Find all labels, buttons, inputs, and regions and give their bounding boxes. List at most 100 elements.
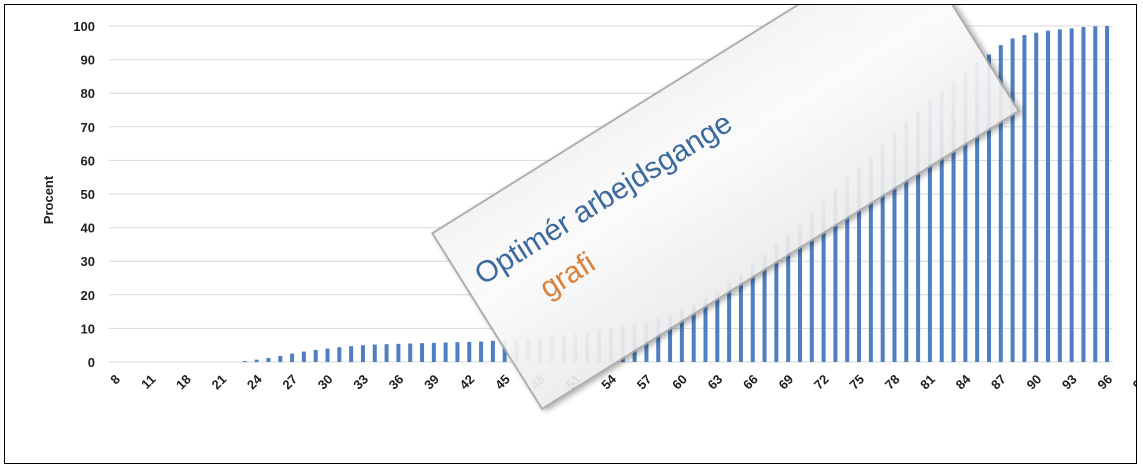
bar <box>809 212 814 362</box>
bar <box>868 156 873 362</box>
x-tick-label: 36 <box>386 372 407 393</box>
x-tick-label: 30 <box>315 372 336 393</box>
x-tick-label: 96 <box>1094 372 1115 393</box>
y-tick-label: 60 <box>81 153 95 168</box>
bar <box>1081 27 1086 363</box>
bar <box>254 359 259 362</box>
y-tick-label: 0 <box>88 355 95 370</box>
x-tick-label: 21 <box>208 372 229 393</box>
bar <box>1046 30 1051 362</box>
bar <box>939 90 944 363</box>
x-tick-label: 45 <box>492 372 513 393</box>
bar <box>857 167 862 362</box>
bar <box>479 341 484 362</box>
bar <box>963 71 968 363</box>
bar <box>443 342 448 362</box>
x-tick-label: 54 <box>598 371 619 392</box>
y-tick-label: 10 <box>81 321 95 336</box>
bar <box>1105 26 1110 362</box>
x-tick-label: 93 <box>1059 372 1080 393</box>
bar <box>998 45 1003 362</box>
bar <box>986 54 991 363</box>
bar <box>797 224 802 362</box>
bar <box>750 264 755 362</box>
bar <box>349 346 354 362</box>
chart-frame: 0 10 20 30 40 50 60 70 80 90 100 8 11 18 21 24 27 30 33 36… <box>4 4 1137 464</box>
bar <box>301 351 306 362</box>
bar <box>715 291 720 362</box>
x-tick-label: 27 <box>279 372 300 393</box>
bar <box>278 355 283 362</box>
bar <box>325 348 330 362</box>
x-tick-label: 72 <box>811 372 832 393</box>
bar <box>975 62 980 363</box>
bar <box>727 283 732 362</box>
bar <box>668 314 673 362</box>
x-tick-label: 99 <box>1130 372 1137 393</box>
bar <box>431 342 436 362</box>
bar <box>927 99 932 363</box>
bar <box>396 343 401 362</box>
bar <box>1022 35 1027 363</box>
bar <box>1093 26 1098 363</box>
bar <box>337 347 342 362</box>
x-tick-label: 81 <box>917 372 938 393</box>
bar <box>821 200 826 362</box>
bar <box>1010 38 1015 362</box>
x-tick-label: 66 <box>740 372 761 393</box>
bar <box>384 344 389 362</box>
x-tick-label: 78 <box>882 372 903 393</box>
bars <box>242 26 1110 363</box>
bar <box>904 121 909 362</box>
x-tick-label: 24 <box>244 371 265 392</box>
bar <box>656 318 661 362</box>
y-tick-label: 50 <box>81 187 95 202</box>
bar <box>1069 28 1074 363</box>
bar <box>738 274 743 362</box>
bar <box>786 234 791 362</box>
x-tick-label: 8 <box>107 372 123 388</box>
x-axis-ticks: 8111821242730333639424548515457606366697… <box>107 371 1137 393</box>
bar <box>833 188 838 362</box>
y-tick-label: 70 <box>81 120 95 135</box>
bar <box>372 344 377 362</box>
y-tick-label: 30 <box>81 254 95 269</box>
x-tick-label: 90 <box>1024 372 1045 393</box>
bar <box>408 343 413 362</box>
x-tick-label: 84 <box>953 371 974 392</box>
bar <box>490 340 495 362</box>
bar <box>313 349 318 362</box>
bar <box>774 244 779 362</box>
bar <box>1057 29 1062 363</box>
bar <box>455 342 460 362</box>
y-axis-label: Procent <box>41 175 56 224</box>
bar <box>266 357 271 362</box>
bar <box>290 353 295 362</box>
bar <box>420 343 425 362</box>
bar <box>916 111 921 363</box>
y-tick-label: 100 <box>73 19 95 34</box>
x-tick-label: 42 <box>457 372 478 393</box>
x-tick-label: 11 <box>138 372 158 392</box>
y-tick-label: 90 <box>81 53 95 68</box>
bar <box>1034 32 1039 362</box>
x-tick-label: 18 <box>173 372 194 393</box>
y-axis-ticks: 0 10 20 30 40 50 60 70 80 90 100 <box>73 19 95 370</box>
y-tick-label: 20 <box>81 288 95 303</box>
x-tick-label: 33 <box>350 372 371 393</box>
y-tick-label: 80 <box>81 86 95 101</box>
bar <box>242 360 247 362</box>
bar <box>892 132 897 362</box>
bar <box>467 341 472 362</box>
x-tick-label: 39 <box>421 372 442 393</box>
x-tick-label: 63 <box>705 372 726 393</box>
bar <box>845 177 850 362</box>
x-tick-label: 60 <box>669 372 690 393</box>
bar <box>762 254 767 362</box>
x-tick-label: 69 <box>775 372 796 393</box>
bar <box>880 143 885 362</box>
x-tick-label: 75 <box>846 372 867 393</box>
bar <box>360 345 365 362</box>
bar <box>703 298 708 362</box>
x-tick-label: 57 <box>634 372 655 393</box>
